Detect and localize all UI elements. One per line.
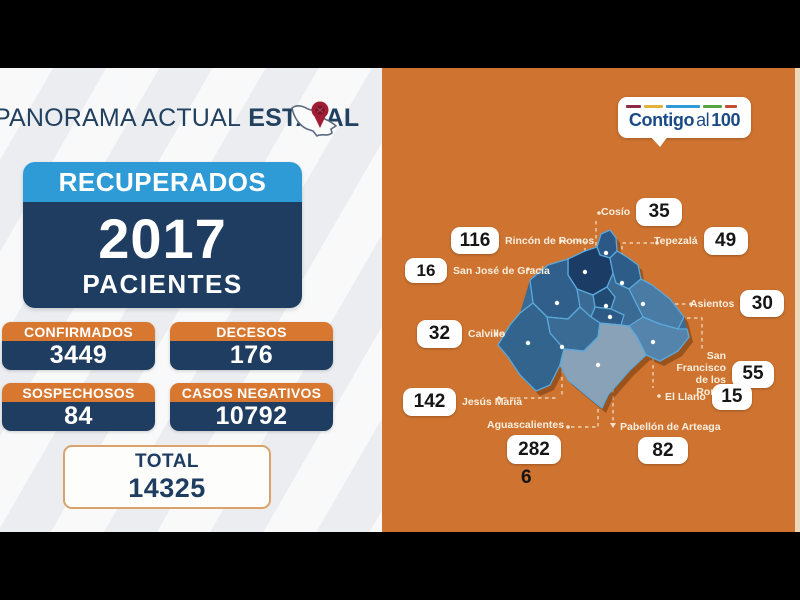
stat-card-decesos: DECESOS 176 — [170, 322, 333, 370]
muni-name: San José de Gracia — [453, 264, 550, 277]
stat-card-value: 84 — [2, 402, 155, 431]
muni-name: Tepezalá — [654, 235, 698, 247]
stat-card-confirmados: CONFIRMADOS 3449 — [2, 322, 155, 370]
count-badge: 116 — [451, 227, 499, 254]
muni-label-san-jose-de-gracia: 16 San José de Gracia — [405, 258, 550, 283]
stat-card-value: 176 — [170, 341, 333, 370]
connector-dots — [494, 211, 693, 429]
muni-label-jesus-maria: 142 Jesús María — [403, 388, 522, 416]
infographic-content: PANORAMA ACTUAL ESTATAL RECUPERADOS 2017… — [0, 68, 800, 532]
muni-name: Calvillo — [468, 328, 506, 340]
region-pabellon-de-arteaga — [592, 286, 616, 310]
stat-card-label: CASOS NEGATIVOS — [170, 383, 333, 402]
logo-word-3: 100 — [711, 110, 741, 130]
municipality-shapes — [497, 229, 693, 413]
count-badge: 32 — [417, 320, 462, 348]
logo-text: Contigo al 100 — [618, 110, 751, 131]
count-badge: 35 — [636, 198, 683, 226]
logo-word-1: Contigo — [628, 110, 695, 130]
region-calvillo — [497, 302, 565, 392]
logo-speech-tail — [650, 136, 668, 147]
recovered-unit: PACIENTES — [82, 268, 243, 299]
mexico-map-pin-icon — [291, 101, 337, 137]
map-panel: Contigo al 100 Cosío 35 116 Rincón de Romo… — [382, 68, 795, 532]
muni-name: Aguascalientes — [487, 419, 565, 431]
recovered-card-label: RECUPERADOS — [23, 162, 302, 202]
count-badge: 16 — [405, 258, 447, 283]
total-value: 14325 — [128, 472, 206, 503]
stat-card-label: DECESOS — [170, 322, 333, 341]
stat-card-value: 10792 — [170, 402, 333, 431]
stat-card-label: CONFIRMADOS — [2, 322, 155, 341]
stat-card-value: 3449 — [2, 341, 155, 370]
recovered-count: 2017 — [98, 206, 227, 270]
total-label: TOTAL — [134, 450, 200, 472]
stats-panel: PANORAMA ACTUAL ESTATAL RECUPERADOS 2017… — [0, 68, 382, 532]
count-badge: 49 — [703, 227, 748, 255]
count-overflow-digit: 6 — [521, 467, 532, 488]
stat-card-sospechosos: SOSPECHOSOS 84 — [2, 383, 155, 431]
muni-name: Jesús María — [462, 396, 523, 408]
right-edge-strip — [795, 68, 800, 532]
muni-name: Rincón de Romos — [505, 234, 595, 247]
muni-name: Asientos — [690, 297, 735, 310]
count-badge: 15 — [711, 384, 752, 410]
recovered-card: RECUPERADOS 2017 PACIENTES — [23, 162, 302, 308]
muni-name: Pabellón de Arteaga — [620, 421, 721, 433]
muni-label-pabellon-de-arteaga: Pabellón de Arteaga 82 — [620, 421, 721, 464]
logo-word-2: al — [696, 110, 710, 130]
page-title-regular: PANORAMA ACTUAL — [0, 104, 242, 132]
muni-label-san-francisco-de-los-romo: San Francisco de los Romo 55 — [664, 350, 774, 398]
count-badge: 55 — [732, 360, 774, 388]
count-badge: 82 — [638, 437, 688, 464]
muni-name: El Llano — [665, 391, 706, 403]
muni-label-aguascalientes: Aguascalientes 282 6 — [487, 419, 564, 487]
stat-card-casos-negativos: CASOS NEGATIVOS 10792 — [170, 383, 333, 431]
count-badge: 30 — [740, 290, 785, 317]
region-aguascalientes — [559, 322, 647, 409]
muni-label-el-llano: El Llano 15 — [665, 384, 752, 410]
muni-label-rincon-de-romos: 116 Rincón de Romos — [451, 227, 594, 254]
aguascalientes-state-map — [494, 211, 703, 429]
contigo-al-100-logo: Contigo al 100 — [618, 97, 751, 147]
muni-name: Cosío — [601, 206, 631, 218]
count-badge: 282 — [507, 435, 561, 464]
muni-label-asientos: Asientos 30 — [690, 290, 785, 317]
logo-color-bars — [626, 105, 743, 108]
muni-label-cosio: Cosío 35 — [601, 198, 683, 226]
recovered-card-body: 2017 PACIENTES — [23, 202, 302, 308]
stat-card-label: SOSPECHOSOS — [2, 383, 155, 402]
total-card: TOTAL 14325 — [63, 445, 271, 509]
muni-label-calvillo: 32 Calvillo — [417, 320, 505, 348]
muni-label-tepezala: Tepezalá 49 — [654, 227, 748, 255]
count-badge: 142 — [403, 388, 456, 416]
region-marker-dots — [525, 250, 656, 368]
